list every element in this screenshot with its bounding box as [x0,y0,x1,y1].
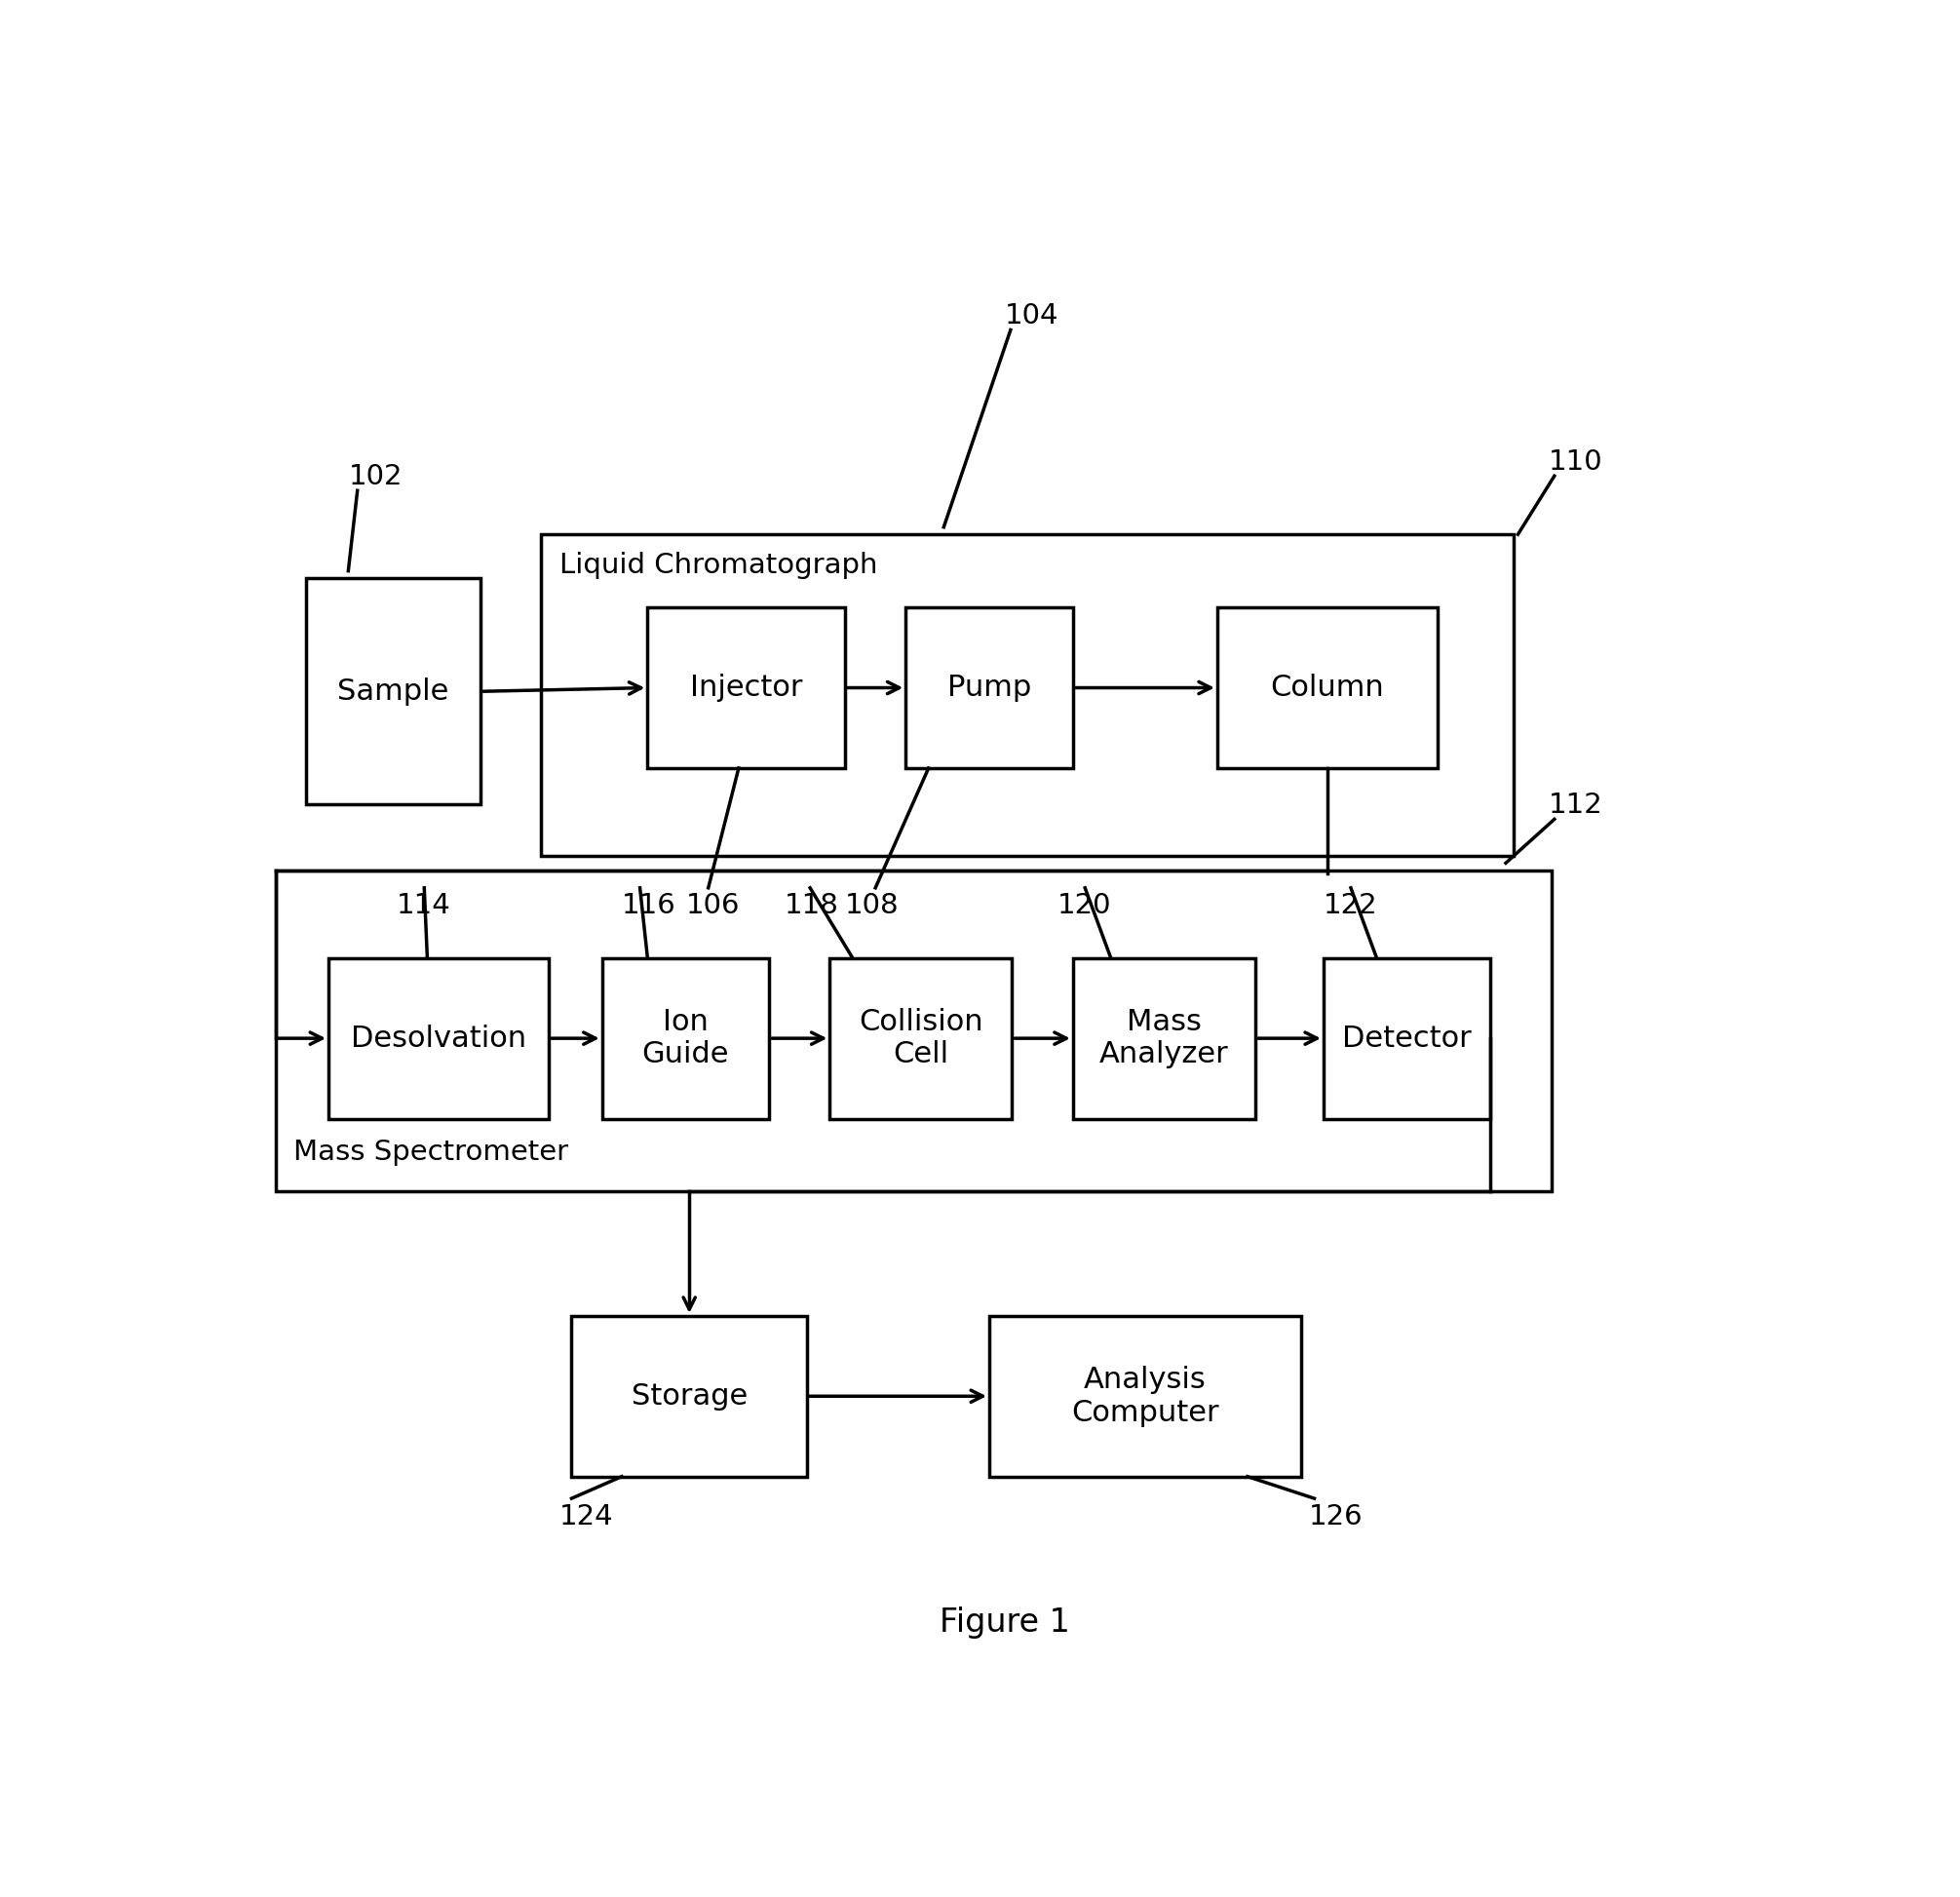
Bar [1217,607,1437,768]
Bar [306,579,480,804]
Text: Mass
Analyzer: Mass Analyzer [1100,1007,1229,1068]
Text: Column: Column [1270,673,1384,702]
Text: Analysis
Computer: Analysis Computer [1070,1366,1219,1427]
Text: Injector: Injector [690,673,802,702]
Bar [647,607,845,768]
Text: 124: 124 [559,1502,613,1531]
Text: Detector: Detector [1343,1024,1472,1053]
Bar [329,958,549,1119]
Text: 120: 120 [1058,892,1111,920]
Bar [541,535,1513,856]
Text: 106: 106 [686,892,739,920]
Text: Storage: Storage [631,1383,747,1409]
Text: 102: 102 [349,463,402,491]
Text: 122: 122 [1323,892,1378,920]
Bar [572,1317,808,1476]
Text: Ion
Guide: Ion Guide [641,1007,729,1068]
Text: 110: 110 [1548,450,1603,476]
Text: 104: 104 [1004,304,1058,330]
Text: 126: 126 [1309,1502,1362,1531]
Text: Figure 1: Figure 1 [939,1607,1070,1639]
Bar [990,1317,1301,1476]
Bar [1072,958,1254,1119]
Bar [906,607,1072,768]
Bar [274,871,1552,1191]
Bar [602,958,768,1119]
Text: Collision
Cell: Collision Cell [858,1007,984,1068]
Text: Sample: Sample [337,677,449,706]
Bar [829,958,1011,1119]
Bar [1323,958,1490,1119]
Text: Liquid Chromatograph: Liquid Chromatograph [559,552,878,579]
Text: 108: 108 [845,892,900,920]
Text: Desolvation: Desolvation [351,1024,527,1053]
Text: 114: 114 [396,892,451,920]
Text: Mass Spectrometer: Mass Spectrometer [294,1138,568,1165]
Text: 118: 118 [784,892,839,920]
Text: 116: 116 [621,892,676,920]
Text: 112: 112 [1548,791,1603,820]
Text: Pump: Pump [947,673,1031,702]
